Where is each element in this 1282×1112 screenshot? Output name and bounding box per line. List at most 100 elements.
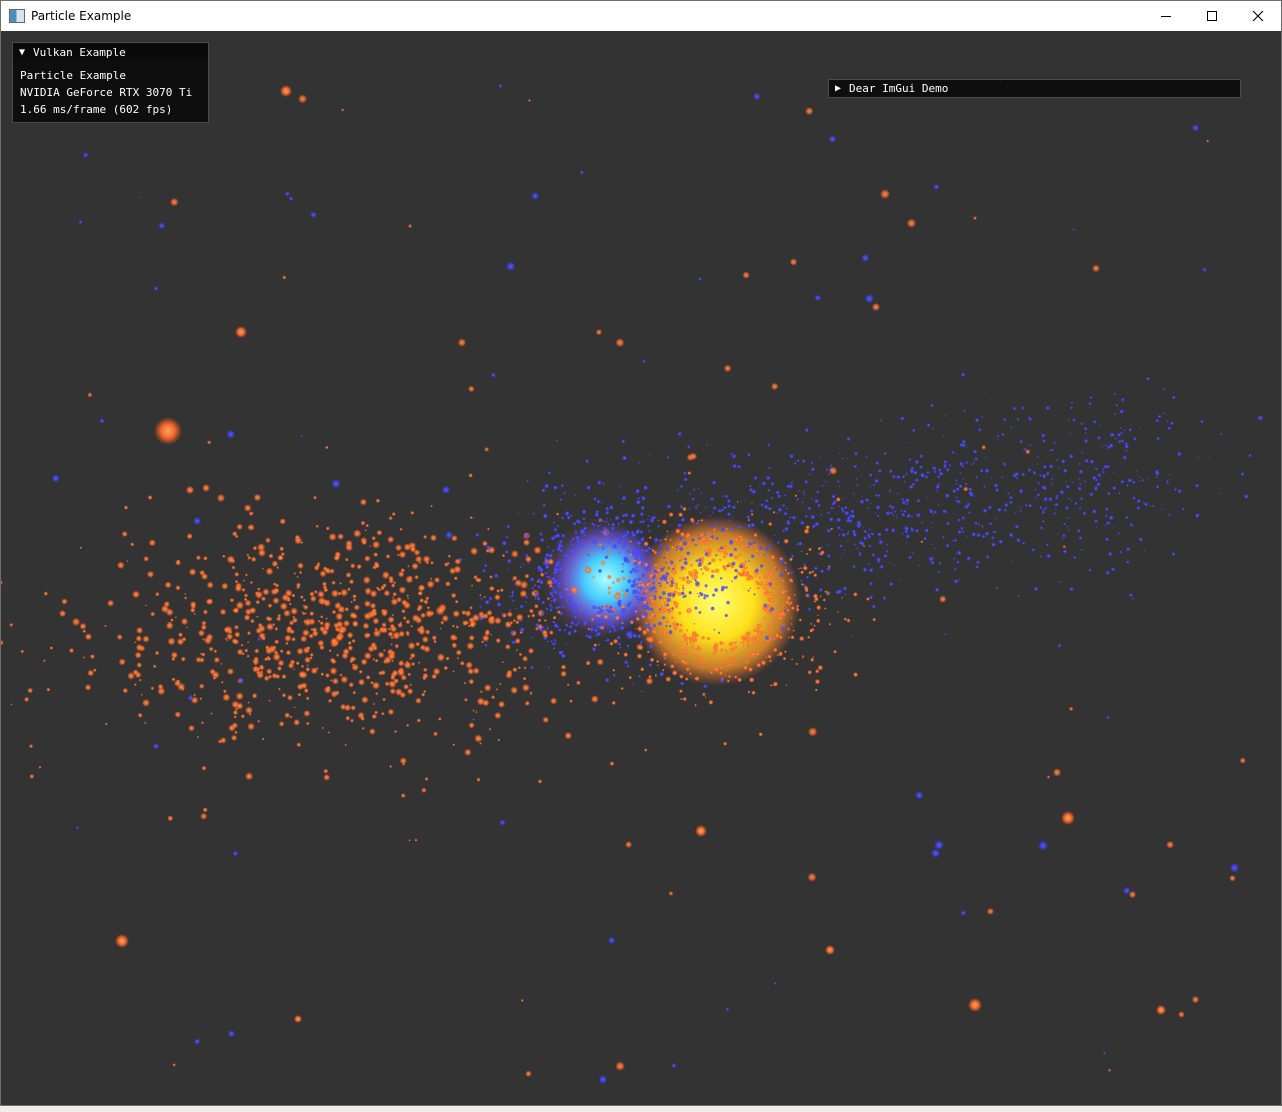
- blue-particle: [1050, 477, 1054, 481]
- blue-particle: [1092, 420, 1097, 424]
- orange-particle: [708, 699, 714, 705]
- blue-particle: [960, 910, 967, 916]
- blue-particle: [1008, 532, 1014, 538]
- expand-arrow-icon[interactable]: ▶: [835, 83, 842, 94]
- blue-particle: [493, 573, 499, 579]
- blue-particle: [694, 580, 700, 586]
- orange-particle: [189, 601, 197, 608]
- orange-particle: [712, 645, 718, 651]
- orange-particle: [763, 616, 767, 620]
- orange-particle: [764, 606, 769, 611]
- panel-title-bar[interactable]: ▼ Vulkan Example: [13, 43, 208, 61]
- blue-particle: [831, 494, 836, 499]
- blue-particle: [767, 443, 771, 447]
- orange-particle: [621, 576, 626, 581]
- orange-particle: [296, 647, 304, 655]
- render-viewport[interactable]: ▼ Vulkan Example Particle Example NVIDIA…: [1, 31, 1281, 1105]
- blue-particle: [1045, 543, 1050, 547]
- blue-particle: [542, 513, 548, 519]
- orange-particle: [678, 628, 683, 633]
- orange-particle: [144, 604, 147, 607]
- blue-particle: [976, 532, 981, 538]
- blue-particle: [968, 487, 973, 492]
- blue-particle: [871, 604, 876, 609]
- orange-particle: [350, 705, 357, 711]
- imgui-demo-panel[interactable]: ▶ Dear ImGui Demo: [828, 79, 1241, 98]
- orange-particle: [786, 571, 791, 576]
- blue-particle: [1088, 401, 1092, 406]
- vulkan-example-panel[interactable]: ▼ Vulkan Example Particle Example NVIDIA…: [12, 42, 209, 123]
- orange-particle: [609, 761, 615, 767]
- blue-particle: [1141, 478, 1145, 482]
- orange-particle: [234, 579, 239, 584]
- orange-particle: [388, 516, 393, 521]
- blue-particle: [733, 547, 738, 552]
- orange-particle: [986, 907, 995, 916]
- blue-particle: [657, 621, 663, 626]
- orange-particle: [669, 538, 672, 542]
- orange-particle: [634, 627, 637, 630]
- orange-particle: [1178, 1011, 1185, 1018]
- blue-particle: [868, 485, 872, 488]
- blue-particle: [1039, 506, 1043, 510]
- orange-particle: [1191, 995, 1200, 1004]
- orange-particle: [704, 696, 707, 699]
- collapse-arrow-icon[interactable]: ▼: [19, 46, 26, 58]
- blue-particle: [621, 439, 626, 444]
- orange-particle: [612, 668, 616, 672]
- orange-particle: [810, 657, 815, 662]
- blue-particle: [888, 469, 893, 474]
- blue-particle: [956, 550, 962, 556]
- orange-particle: [539, 572, 545, 578]
- orange-particle: [464, 748, 472, 756]
- orange-particle: [248, 526, 251, 529]
- orange-particle: [649, 657, 655, 663]
- orange-particle: [320, 615, 324, 619]
- blue-particle: [707, 561, 712, 566]
- blue-particle: [1129, 523, 1134, 527]
- orange-particle: [241, 652, 245, 656]
- orange-particle: [519, 580, 529, 590]
- maximize-button[interactable]: [1189, 1, 1235, 31]
- blue-particle: [596, 624, 601, 630]
- blue-particle: [636, 583, 639, 586]
- blue-particle: [926, 471, 930, 475]
- blue-particle: [761, 481, 767, 486]
- orange-particle: [298, 94, 308, 104]
- blue-particle: [533, 591, 539, 596]
- blue-particle: [1016, 538, 1021, 543]
- blue-particle: [985, 555, 990, 559]
- title-bar[interactable]: Particle Example: [1, 1, 1281, 31]
- orange-particle: [803, 528, 810, 535]
- blue-particle: [547, 575, 551, 580]
- blue-particle: [639, 614, 643, 618]
- blue-particle: [659, 671, 665, 677]
- blue-particle: [1104, 514, 1108, 518]
- close-button[interactable]: [1235, 1, 1281, 31]
- blue-particle: [977, 428, 982, 432]
- orange-particle: [728, 547, 730, 550]
- blue-particle: [932, 427, 935, 430]
- orange-particle: [136, 626, 144, 635]
- orange-particle: [683, 661, 688, 666]
- minimize-button[interactable]: [1143, 1, 1189, 31]
- orange-particle: [372, 629, 382, 638]
- blue-particle: [566, 515, 571, 520]
- orange-particle: [390, 643, 393, 646]
- orange-particle: [750, 651, 756, 658]
- blue-particle: [891, 474, 896, 479]
- orange-particle: [841, 596, 843, 599]
- blue-particle: [870, 532, 874, 536]
- orange-particle: [338, 609, 340, 612]
- orange-particle: [520, 998, 524, 1003]
- orange-particle: [837, 611, 839, 613]
- orange-particle: [266, 622, 275, 631]
- orange-particle: [387, 616, 395, 624]
- blue-particle: [597, 568, 603, 574]
- blue-particle: [640, 505, 645, 510]
- blue-particle: [605, 506, 610, 511]
- orange-particle: [375, 586, 380, 590]
- blue-particle: [639, 640, 643, 644]
- orange-particle: [329, 568, 335, 574]
- orange-particle: [155, 591, 160, 597]
